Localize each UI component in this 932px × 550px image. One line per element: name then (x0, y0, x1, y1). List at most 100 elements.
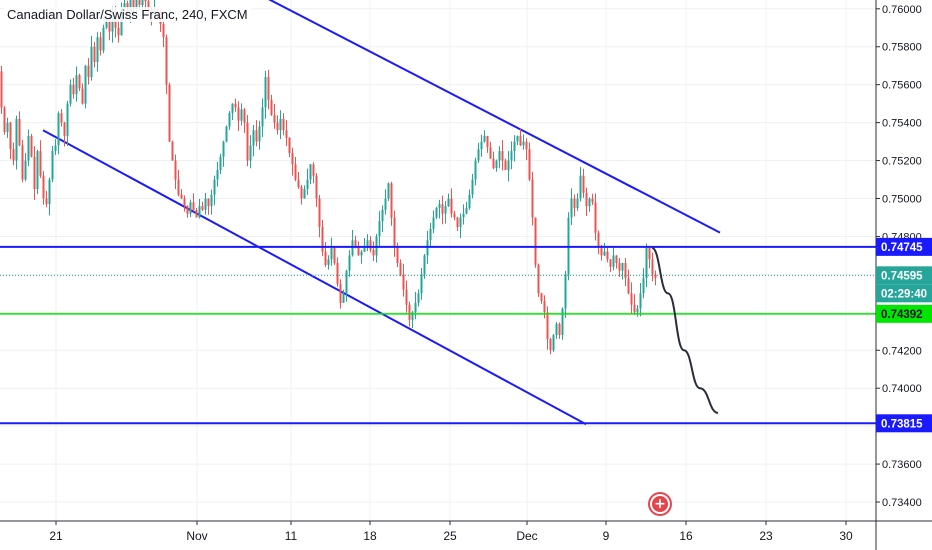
candle-body (174, 160, 177, 180)
candle-body (483, 135, 486, 142)
candle-body (645, 247, 648, 279)
candle-body (387, 183, 390, 199)
support-price-label-bg (876, 414, 932, 433)
candle-body (486, 135, 489, 148)
price-tick-label: 0.75200 (882, 156, 922, 168)
time-tick-label: 9 (603, 529, 610, 543)
candle-body (183, 198, 186, 207)
price-tick-label: 0.76000 (882, 4, 922, 16)
time-tick-label: Nov (186, 529, 207, 543)
candle-body (234, 103, 237, 108)
candle-body (492, 158, 495, 169)
candle-body (186, 206, 189, 214)
candle-body (300, 187, 303, 199)
candle-body (519, 135, 522, 146)
green-level-label: 0.74392 (881, 309, 923, 321)
price-labels: 0.74745 0.74595 02:29:40 0.74392 0.73815 (876, 237, 932, 433)
candle-body (132, 0, 135, 9)
candle-body (525, 141, 528, 150)
candle-body (195, 209, 198, 218)
candle-body (363, 247, 366, 252)
candle-body (450, 198, 453, 214)
candle-body (552, 335, 555, 351)
candle-body (396, 245, 399, 263)
candle-body (60, 113, 63, 123)
candle-body (168, 84, 171, 142)
add-alert-button[interactable]: + (648, 492, 672, 516)
candle-body (510, 151, 513, 161)
candle-body (639, 293, 642, 309)
candle-body (15, 118, 18, 161)
candle-body (432, 217, 435, 229)
candle-body (18, 118, 21, 146)
candle-body (219, 156, 222, 171)
candle-body (624, 263, 627, 279)
candle-body (189, 202, 192, 214)
candle-body (243, 109, 246, 123)
candle-body (258, 126, 261, 142)
candle-body (615, 255, 618, 263)
candle-body (561, 308, 564, 336)
candle-body (99, 37, 102, 51)
trend-lines (42, 0, 721, 426)
candle-body (534, 217, 537, 265)
candle-body (54, 145, 57, 152)
candle-body (141, 0, 144, 5)
candle-body (282, 118, 285, 131)
candle-body (21, 145, 24, 180)
candle-body (51, 151, 54, 180)
candle-body (291, 152, 294, 165)
candle-body (111, 16, 114, 32)
candle-body (75, 75, 78, 95)
candle-body (279, 118, 282, 131)
candle-body (384, 198, 387, 210)
candle-body (96, 37, 99, 62)
candle-body (573, 198, 576, 208)
candle-body (63, 122, 66, 136)
candle-body (45, 198, 48, 205)
candle-body (285, 130, 288, 138)
candle-body (12, 149, 15, 161)
candle-body (180, 194, 183, 199)
forecast-path (651, 246, 719, 414)
candle-body (489, 147, 492, 159)
candle-body (393, 217, 396, 246)
candle-body (414, 302, 417, 313)
candle-body (294, 164, 297, 180)
candle-body (306, 179, 309, 190)
chart-title: Canadian Dollar/Swiss Franc, 240, FXCM (4, 7, 251, 22)
candle-body (636, 308, 639, 313)
candle-body (513, 141, 516, 152)
candle-body (501, 151, 504, 161)
candle-body (84, 65, 87, 104)
time-axis[interactable]: 21 Nov 11 18 25 Dec 9 16 23 30 (0, 520, 932, 543)
candle-body (105, 18, 108, 28)
candle-body (399, 263, 402, 275)
current-price-label: 0.74595 (881, 270, 923, 282)
candle-body (576, 198, 579, 208)
candle-body (630, 293, 633, 305)
candle-body (444, 206, 447, 214)
candle-body (114, 16, 117, 28)
candle-body (201, 206, 204, 210)
candle-body (42, 175, 45, 199)
candles (0, 0, 657, 355)
candle-body (522, 141, 525, 146)
candle-body (348, 255, 351, 271)
countdown-label: 02:29:40 (881, 288, 927, 300)
candle-body (516, 135, 519, 142)
candle-body (447, 198, 450, 207)
candle-body (273, 115, 276, 123)
candle-body (531, 179, 534, 218)
candle-body (39, 151, 42, 176)
candle-body (228, 113, 231, 127)
candle-body (237, 107, 240, 121)
price-tick-label: 0.74200 (882, 345, 922, 357)
candle-body (462, 213, 465, 218)
candle-body (498, 151, 501, 161)
candle-body (240, 109, 243, 121)
candle-body (222, 141, 225, 157)
candle-body (603, 251, 606, 256)
candle-body (252, 130, 255, 146)
